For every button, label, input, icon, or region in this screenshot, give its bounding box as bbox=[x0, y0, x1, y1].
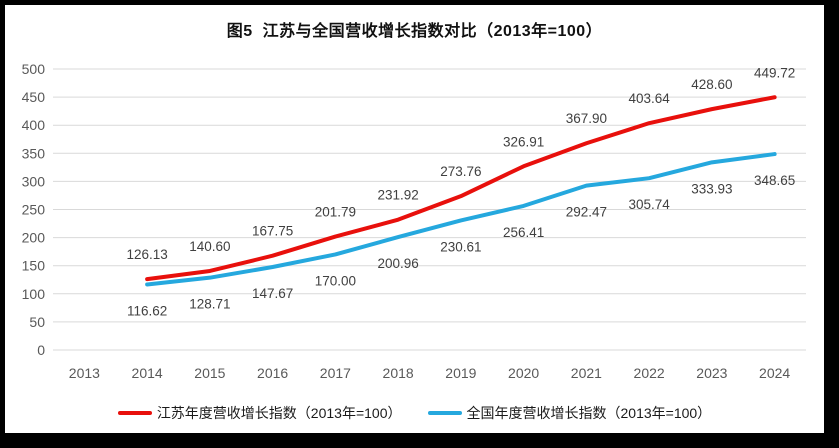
x-axis-tick-label: 2022 bbox=[634, 365, 665, 381]
data-label: 140.60 bbox=[189, 239, 230, 254]
y-axis-tick-label: 150 bbox=[22, 258, 46, 274]
y-axis-tick-label: 250 bbox=[22, 202, 46, 218]
data-label: 403.64 bbox=[628, 91, 670, 106]
series-line-1 bbox=[145, 152, 777, 287]
series-line-0 bbox=[145, 95, 777, 282]
data-label: 128.71 bbox=[189, 297, 230, 312]
data-label: 200.96 bbox=[377, 256, 418, 271]
x-axis-tick-label: 2018 bbox=[383, 365, 414, 381]
chart-legend: 江苏年度营收增长指数（2013年=100） 全国年度营收增长指数（2013年=1… bbox=[5, 401, 824, 425]
legend-label-jiangsu: 江苏年度营收增长指数（2013年=100） bbox=[156, 405, 402, 421]
legend-line-swatch-national bbox=[427, 411, 462, 415]
data-label: 116.62 bbox=[127, 303, 167, 318]
x-axis-tick-label: 2024 bbox=[759, 365, 790, 381]
data-label: 428.60 bbox=[691, 77, 732, 92]
data-label: 367.90 bbox=[566, 111, 607, 126]
data-label: 256.41 bbox=[503, 225, 544, 240]
x-axis-tick-label: 2014 bbox=[132, 365, 163, 381]
y-axis-tick-label: 300 bbox=[22, 173, 46, 189]
data-label: 170.00 bbox=[315, 273, 356, 288]
data-label: 167.75 bbox=[252, 224, 293, 239]
x-axis-tick-label: 2017 bbox=[320, 365, 351, 381]
data-label: 449.72 bbox=[754, 65, 795, 80]
x-axis-tick-label: 2021 bbox=[571, 365, 602, 381]
x-axis-tick-label: 2019 bbox=[445, 365, 476, 381]
data-label: 326.91 bbox=[503, 134, 544, 149]
data-label: 292.47 bbox=[566, 205, 607, 220]
legend-item-jiangsu: 江苏年度营收增长指数（2013年=100） bbox=[117, 403, 402, 423]
data-label: 231.92 bbox=[377, 188, 418, 203]
y-axis-tick-label: 450 bbox=[22, 89, 46, 105]
chart-panel: 图5 江苏与全国营收增长指数对比（2013年=100） 0 50 100 150 200… bbox=[5, 5, 824, 433]
y-axis-tick-label: 100 bbox=[22, 286, 46, 302]
x-axis-tick-label: 2020 bbox=[508, 365, 539, 381]
data-label: 273.76 bbox=[440, 164, 481, 179]
data-label: 348.65 bbox=[754, 173, 795, 188]
x-axis-tick-label: 2013 bbox=[69, 365, 100, 381]
data-label: 126.13 bbox=[126, 247, 167, 262]
data-label: 147.67 bbox=[252, 286, 293, 301]
x-axis-tick-label: 2023 bbox=[696, 365, 727, 381]
data-label: 333.93 bbox=[691, 181, 732, 196]
y-axis-tick-label: 350 bbox=[22, 145, 46, 161]
data-label: 230.61 bbox=[440, 239, 481, 254]
x-axis-tick-label: 2016 bbox=[257, 365, 288, 381]
y-axis-tick-label: 200 bbox=[22, 230, 46, 246]
y-axis-tick-label: 0 bbox=[37, 342, 45, 358]
y-axis-tick-label: 400 bbox=[22, 117, 46, 133]
data-label: 305.74 bbox=[628, 197, 670, 212]
legend-item-national: 全国年度营收增长指数（2013年=100） bbox=[427, 403, 712, 423]
legend-line-swatch-jiangsu bbox=[117, 411, 152, 415]
y-axis-tick-label: 500 bbox=[22, 61, 46, 77]
y-axis-tick-label: 50 bbox=[29, 314, 45, 330]
chart-title: 图5 江苏与全国营收增长指数对比（2013年=100） bbox=[226, 23, 603, 40]
line-chart-plot: 0 50 100 150 200 250 300 350 400 450 500 2013 2014 20… bbox=[22, 61, 806, 381]
x-axis-tick-label: 2015 bbox=[194, 365, 225, 381]
legend-label-national: 全国年度营收增长指数（2013年=100） bbox=[466, 405, 712, 421]
data-label: 201.79 bbox=[315, 205, 356, 220]
